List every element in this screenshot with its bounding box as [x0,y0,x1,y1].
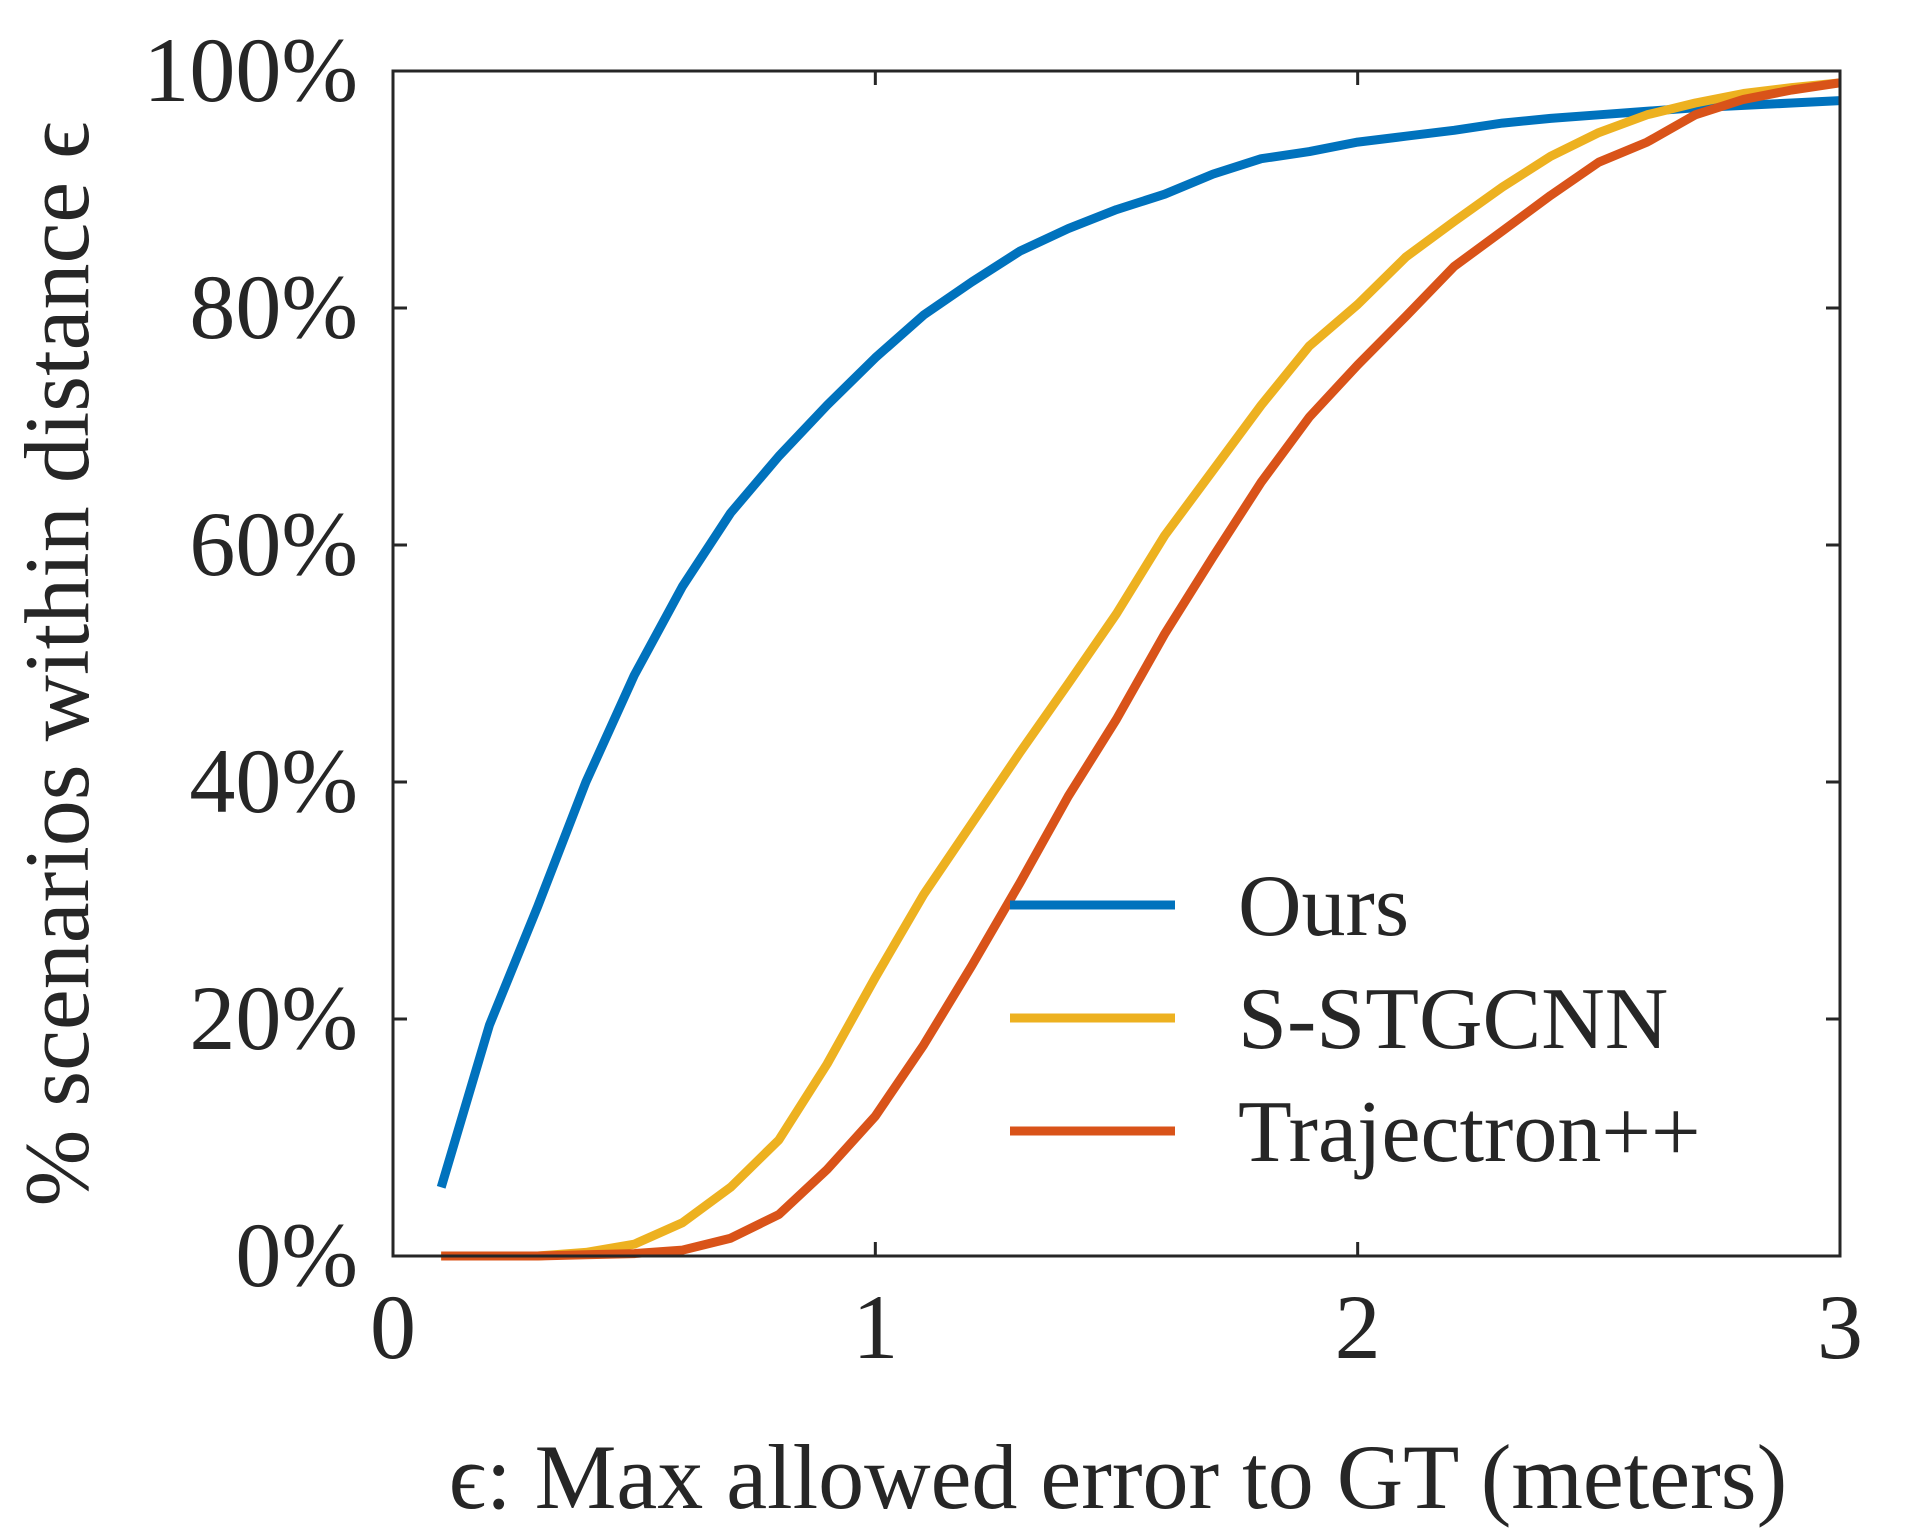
axes-layer: 0 1 2 3 0% 20% 40% 60% 80% 100% [143,19,1863,1378]
legend-label-s-stgcnn: S-STGCNN [1238,971,1668,1068]
y-tick-label: 80% [189,256,358,358]
y-tick-label: 20% [189,967,358,1069]
y-tick-label: 100% [143,19,358,121]
series-layer [436,78,1841,1261]
x-tick-label: 1 [852,1276,898,1378]
series-line-s-stgcnn [441,78,1841,1261]
y-axis-label: % scenarios within distance ϵ [6,122,108,1207]
x-axis-label: ϵ: Max allowed error to GT (meters) [449,1426,1787,1528]
series-line-trajectron- [441,78,1841,1261]
axes-frame [391,69,1842,1258]
x-tick-label: 3 [1817,1276,1863,1378]
y-tick-label: 40% [189,730,358,832]
legend-label-trajectron-: Trajectron++ [1238,1084,1701,1181]
y-tick-label: 60% [189,493,358,595]
x-tick-label: 2 [1335,1276,1381,1378]
legend: Ours S-STGCNN Trajectron++ [1010,858,1701,1181]
y-tick-label: 0% [235,1204,358,1306]
x-tick-label: 0 [370,1276,416,1378]
legend-label-ours: Ours [1238,858,1409,955]
series-line-ours [436,96,1841,1189]
